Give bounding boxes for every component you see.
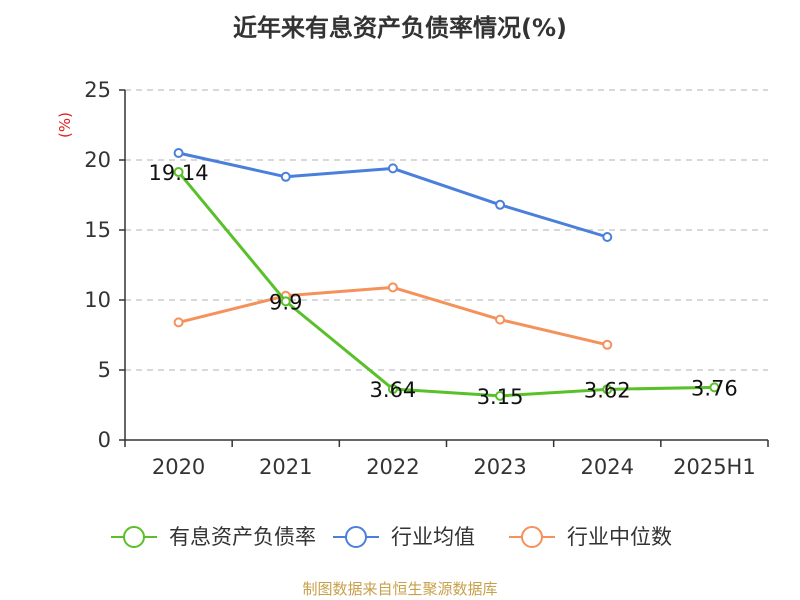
data-point bbox=[602, 339, 613, 350]
x-tick-label: 2021 bbox=[259, 455, 312, 479]
grid-layer bbox=[125, 89, 768, 371]
x-tick-label: 2022 bbox=[366, 455, 419, 479]
legend-label: 行业中位数 bbox=[567, 525, 672, 549]
data-point bbox=[173, 148, 184, 158]
legend-item: 行业中位数 bbox=[509, 525, 672, 549]
chart-title: 近年来有息资产负债率情况(%) bbox=[233, 14, 567, 42]
data-label: 3.64 bbox=[370, 378, 417, 402]
source-note: 制图数据来自恒生聚源数据库 bbox=[302, 580, 498, 598]
data-point bbox=[280, 171, 291, 182]
legend-item: 行业均值 bbox=[333, 525, 475, 549]
data-label: 3.62 bbox=[584, 378, 631, 402]
data-point bbox=[387, 384, 398, 395]
data-point bbox=[173, 167, 184, 178]
data-point bbox=[602, 384, 613, 395]
data-point bbox=[173, 317, 184, 328]
data-label: 9.9 bbox=[269, 290, 302, 314]
y-axis-label: (%) bbox=[56, 112, 74, 138]
data-point bbox=[602, 232, 613, 242]
x-tick-label: 2025H1 bbox=[673, 455, 756, 479]
legend-swatch-marker bbox=[345, 526, 367, 548]
y-tick-label: 10 bbox=[84, 288, 111, 312]
series-line bbox=[177, 171, 715, 398]
data-label: 19.14 bbox=[149, 161, 209, 185]
series-layer bbox=[173, 148, 720, 401]
series-line bbox=[178, 285, 608, 347]
x-tick-label: 2023 bbox=[473, 455, 526, 479]
y-tick-label: 0 bbox=[98, 428, 111, 452]
legend-item: 有息资产负债率 bbox=[111, 525, 316, 549]
y-tick-label: 5 bbox=[98, 358, 111, 382]
data-label: 3.15 bbox=[477, 385, 524, 409]
x-tick-label: 2020 bbox=[152, 455, 205, 479]
data-point bbox=[495, 390, 506, 401]
data-point bbox=[280, 296, 291, 307]
x-tick-label: 2024 bbox=[581, 455, 634, 479]
y-tick-label: 25 bbox=[84, 78, 111, 102]
legend: 有息资产负债率 行业均值 行业中位数 bbox=[111, 525, 672, 549]
y-tick-label: 20 bbox=[84, 148, 111, 172]
data-label: 3.76 bbox=[691, 376, 738, 400]
legend-swatch-marker bbox=[521, 526, 543, 548]
legend-swatch-marker bbox=[123, 526, 145, 548]
legend-label: 有息资产负债率 bbox=[169, 525, 316, 549]
data-point bbox=[495, 314, 506, 325]
data-point bbox=[495, 199, 506, 210]
legend-label: 行业均值 bbox=[391, 525, 475, 549]
data-point bbox=[387, 163, 398, 174]
data-point bbox=[387, 282, 398, 293]
axis-layer: 0 5 10 15 20 25 2020 2021 2022 2023 2024 2025H1 bbox=[84, 78, 769, 479]
data-point bbox=[709, 382, 720, 393]
y-tick-label: 15 bbox=[84, 218, 111, 242]
label-layer: 19.14 9.9 3.64 3.15 3.62 3.76 bbox=[149, 161, 738, 409]
